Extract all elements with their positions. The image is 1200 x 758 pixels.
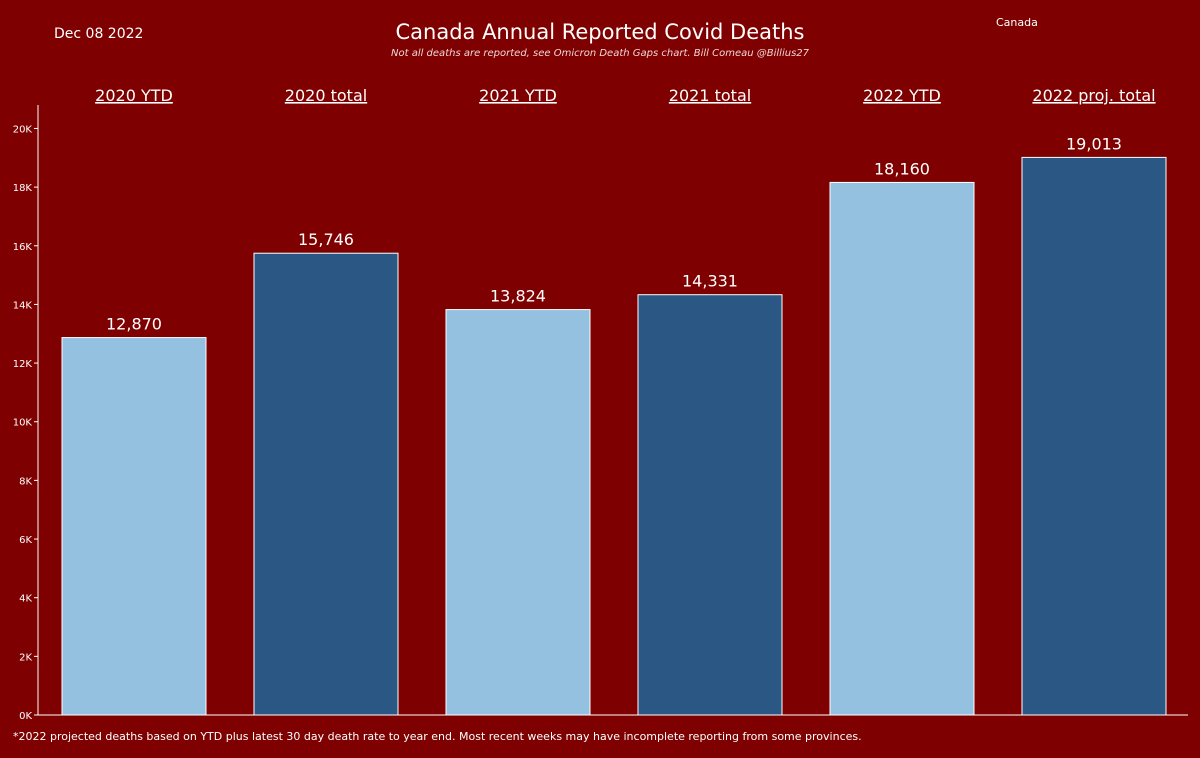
chart-title: Canada Annual Reported Covid Deaths [395,20,805,44]
bar-value-label: 13,824 [490,287,546,306]
category-label: 2022 proj. total [1032,86,1155,105]
category-label: 2020 total [285,86,367,105]
y-tick-label: 16K [13,242,33,253]
y-tick-label: 8K [19,476,32,487]
bar [829,181,975,716]
bar [445,309,591,716]
y-tick-label: 4K [19,594,32,605]
y-tick-label: 6K [19,535,32,546]
category-label: 2021 total [669,86,751,105]
bar [1021,156,1167,716]
y-tick-label: 0K [19,711,32,722]
bar-value-label: 15,746 [298,230,354,249]
bar [253,252,399,716]
category-label: 2021 YTD [479,86,557,105]
category-label: 2022 YTD [863,86,941,105]
chart-subtitle: Not all deaths are reported, see Omicron… [391,48,809,59]
y-tick-label: 18K [13,183,33,194]
bar-value-label: 18,160 [874,159,930,178]
bar-value-label: 12,870 [106,315,162,334]
category-label: 2020 YTD [95,86,173,105]
y-tick-label: 20K [13,124,33,135]
bar [637,294,783,716]
region-filter-label[interactable]: Canada [996,16,1038,29]
footnote: *2022 projected deaths based on YTD plus… [13,730,862,743]
y-tick-label: 10K [13,418,33,429]
bar-value-label: 14,331 [682,272,738,291]
y-tick-label: 12K [13,359,33,370]
date-label: Dec 08 2022 [54,26,144,42]
y-tick-label: 2K [19,652,32,663]
bar [61,337,207,716]
y-tick-label: 14K [13,300,33,311]
bar-value-label: 19,013 [1066,134,1122,153]
